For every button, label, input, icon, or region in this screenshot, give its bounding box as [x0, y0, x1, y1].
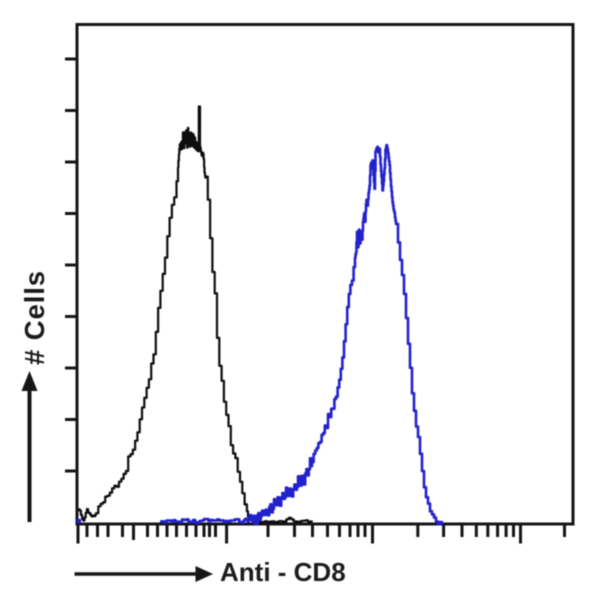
svg-text:# Cells: # Cells [19, 270, 50, 365]
svg-text:Anti - CD8: Anti - CD8 [220, 557, 346, 587]
